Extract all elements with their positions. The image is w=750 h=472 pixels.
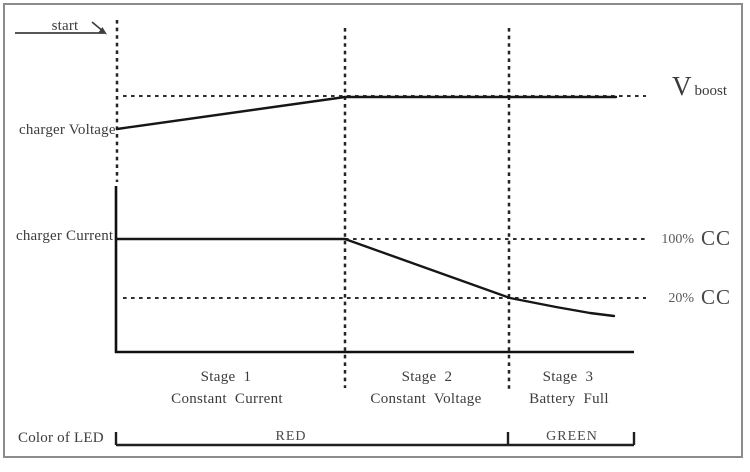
led-color-row: Color of LED RED GREEN (18, 429, 636, 447)
stage3-description: Battery Full (529, 391, 609, 407)
led-color-bracket (114, 432, 636, 447)
charger-voltage-label: charger Voltage (19, 122, 116, 138)
stage2-name: Stage 2 (402, 369, 453, 385)
cc100-label: 100% CC (661, 226, 731, 250)
cc100-percent: 100% (661, 232, 694, 247)
start-arrow-diagonal (91, 21, 102, 31)
stage-boundary-dashed-lines (115, 20, 511, 390)
charger-current-label: charger Current (16, 228, 114, 244)
cc20-unit: CC (701, 285, 731, 309)
cc100-unit: CC (701, 226, 731, 250)
start-arrow: start (15, 18, 107, 35)
stage1-name: Stage 1 (201, 369, 252, 385)
axes (114, 186, 634, 354)
start-label: start (52, 18, 79, 34)
start-arrowhead-icon (98, 27, 107, 35)
charger-current-curve (115, 237, 616, 318)
figure-border (3, 3, 743, 458)
cc20-percent: 20% (668, 291, 694, 306)
led-green-label: GREEN (546, 429, 598, 444)
cc20-label: 20% CC (668, 285, 731, 309)
led-red-label: RED (276, 429, 307, 444)
stage-labels: Stage 1 Stage 2 Stage 3 Constant Current… (171, 369, 609, 407)
reference-level-dashed-lines (123, 95, 646, 299)
stage2-description: Constant Voltage (370, 391, 481, 407)
color-of-led-label: Color of LED (18, 430, 104, 446)
stage1-description: Constant Current (171, 391, 283, 407)
stage3-name: Stage 3 (543, 369, 594, 385)
charger-voltage-curve (115, 95, 618, 131)
